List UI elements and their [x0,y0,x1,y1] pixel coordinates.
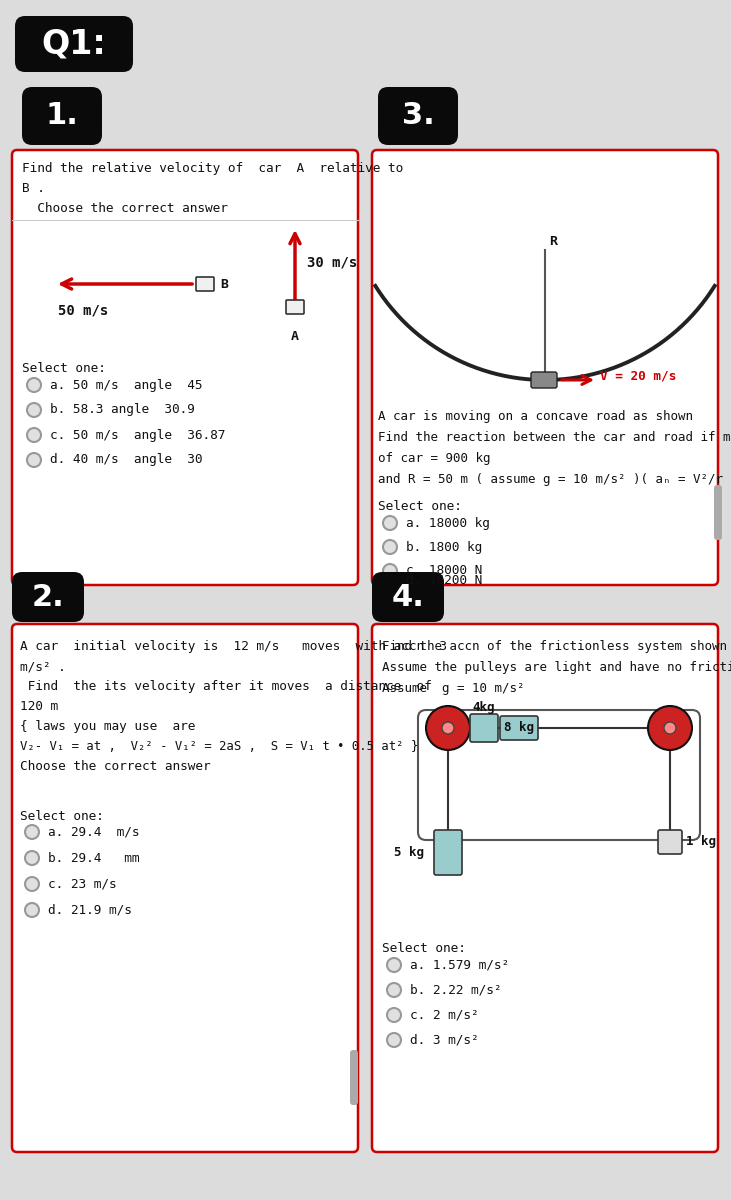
FancyBboxPatch shape [12,572,84,622]
Circle shape [442,722,454,734]
Text: b. 2.22 m/s²: b. 2.22 m/s² [410,984,501,996]
Text: of car = 900 kg: of car = 900 kg [378,452,491,464]
Text: 120 m: 120 m [20,700,58,713]
Text: and R = 50 m ( assume g = 10 m/s² )( aₙ = V²/r ): and R = 50 m ( assume g = 10 m/s² )( aₙ … [378,473,731,486]
Circle shape [426,706,470,750]
Text: c. 2 m/s²: c. 2 m/s² [410,1008,479,1021]
Text: 4kg: 4kg [473,701,495,714]
Text: Find  the its velocity after it moves  a distance  of: Find the its velocity after it moves a d… [20,680,432,692]
FancyBboxPatch shape [22,86,102,145]
Text: b. 1800 kg: b. 1800 kg [406,540,482,553]
Circle shape [387,1033,401,1046]
Text: 50 m/s: 50 m/s [58,304,108,318]
Circle shape [383,564,397,578]
Text: a. 50 m/s  angle  45: a. 50 m/s angle 45 [50,378,202,391]
Circle shape [387,983,401,997]
Text: Select one:: Select one: [378,500,462,514]
Text: Q1:: Q1: [42,28,107,60]
Circle shape [383,540,397,554]
Text: c. 50 m/s  angle  36.87: c. 50 m/s angle 36.87 [50,428,225,442]
Text: Select one:: Select one: [382,942,466,955]
Circle shape [27,428,41,442]
Circle shape [25,851,39,865]
FancyBboxPatch shape [350,1050,358,1105]
Text: Select one:: Select one: [22,362,106,374]
Text: V = 20 m/s: V = 20 m/s [600,370,676,383]
Circle shape [387,1008,401,1022]
Text: R: R [549,235,557,248]
Text: { laws you may use  are: { laws you may use are [20,720,195,733]
Text: V₂- V₁ = at ,  V₂² - V₁² = 2aS ,  S = V₁ t • 0.5 at² }: V₂- V₁ = at , V₂² - V₁² = 2aS , S = V₁ t… [20,740,418,754]
Text: Find the accn of the frictionless system shown .: Find the accn of the frictionless system… [382,640,731,653]
FancyBboxPatch shape [372,150,718,584]
Text: d. 21.9 m/s: d. 21.9 m/s [48,904,132,917]
FancyBboxPatch shape [15,16,133,72]
Text: Find the reaction between the car and road if mass: Find the reaction between the car and ro… [378,431,731,444]
Circle shape [25,877,39,890]
Text: a. 1.579 m/s²: a. 1.579 m/s² [410,959,509,972]
Circle shape [383,516,397,530]
Text: A: A [291,330,299,343]
Circle shape [27,403,41,416]
FancyBboxPatch shape [658,830,682,854]
Text: Find the relative velocity of  car  A  relative to: Find the relative velocity of car A rela… [22,162,404,175]
FancyBboxPatch shape [12,150,358,584]
Text: B: B [220,277,228,290]
Text: 1.: 1. [45,102,78,131]
FancyBboxPatch shape [418,710,700,840]
FancyBboxPatch shape [434,830,462,875]
FancyBboxPatch shape [196,277,214,290]
Text: d. 3 m/s²: d. 3 m/s² [410,1033,479,1046]
Text: b. 29.4   mm: b. 29.4 mm [48,852,140,864]
Text: 8 kg: 8 kg [504,721,534,734]
Circle shape [27,452,41,467]
Text: 5 kg: 5 kg [394,846,424,859]
Circle shape [383,572,397,587]
FancyBboxPatch shape [470,714,498,742]
FancyBboxPatch shape [372,572,444,622]
Text: Assume  g = 10 m/s²: Assume g = 10 m/s² [382,682,525,695]
Text: A car  initial velocity is  12 m/s   moves  with accn  3: A car initial velocity is 12 m/s moves w… [20,640,447,653]
Text: m/s² .: m/s² . [20,660,66,673]
Text: a. 18000 kg: a. 18000 kg [406,516,490,529]
Text: c. 18000 N: c. 18000 N [406,564,482,577]
Circle shape [664,722,676,734]
FancyBboxPatch shape [531,372,557,388]
FancyBboxPatch shape [500,716,538,740]
Text: b. 58.3 angle  30.9: b. 58.3 angle 30.9 [50,403,195,416]
Text: B .: B . [22,182,45,194]
Text: a. 29.4  m/s: a. 29.4 m/s [48,826,140,839]
FancyBboxPatch shape [378,86,458,145]
Text: Assume the pulleys are light and have no friction: Assume the pulleys are light and have no… [382,661,731,674]
FancyBboxPatch shape [714,485,722,540]
Text: 4.: 4. [392,582,425,612]
Text: 3.: 3. [401,102,434,131]
Circle shape [27,378,41,392]
FancyBboxPatch shape [286,300,304,314]
Text: Choose the correct answer: Choose the correct answer [20,760,211,773]
Text: Choose the correct answer: Choose the correct answer [22,202,228,215]
Circle shape [25,902,39,917]
Text: 30 m/s: 30 m/s [307,254,357,269]
Circle shape [387,958,401,972]
FancyBboxPatch shape [372,624,718,1152]
Text: d. 16200 N: d. 16200 N [406,574,482,587]
Circle shape [25,826,39,839]
Text: Select one:: Select one: [20,810,104,823]
Text: 2.: 2. [31,582,64,612]
Circle shape [648,706,692,750]
Text: 1 kg: 1 kg [686,835,716,848]
Text: d. 40 m/s  angle  30: d. 40 m/s angle 30 [50,454,202,467]
Text: A car is moving on a concave road as shown: A car is moving on a concave road as sho… [378,410,693,422]
FancyBboxPatch shape [12,624,358,1152]
Text: c. 23 m/s: c. 23 m/s [48,877,117,890]
